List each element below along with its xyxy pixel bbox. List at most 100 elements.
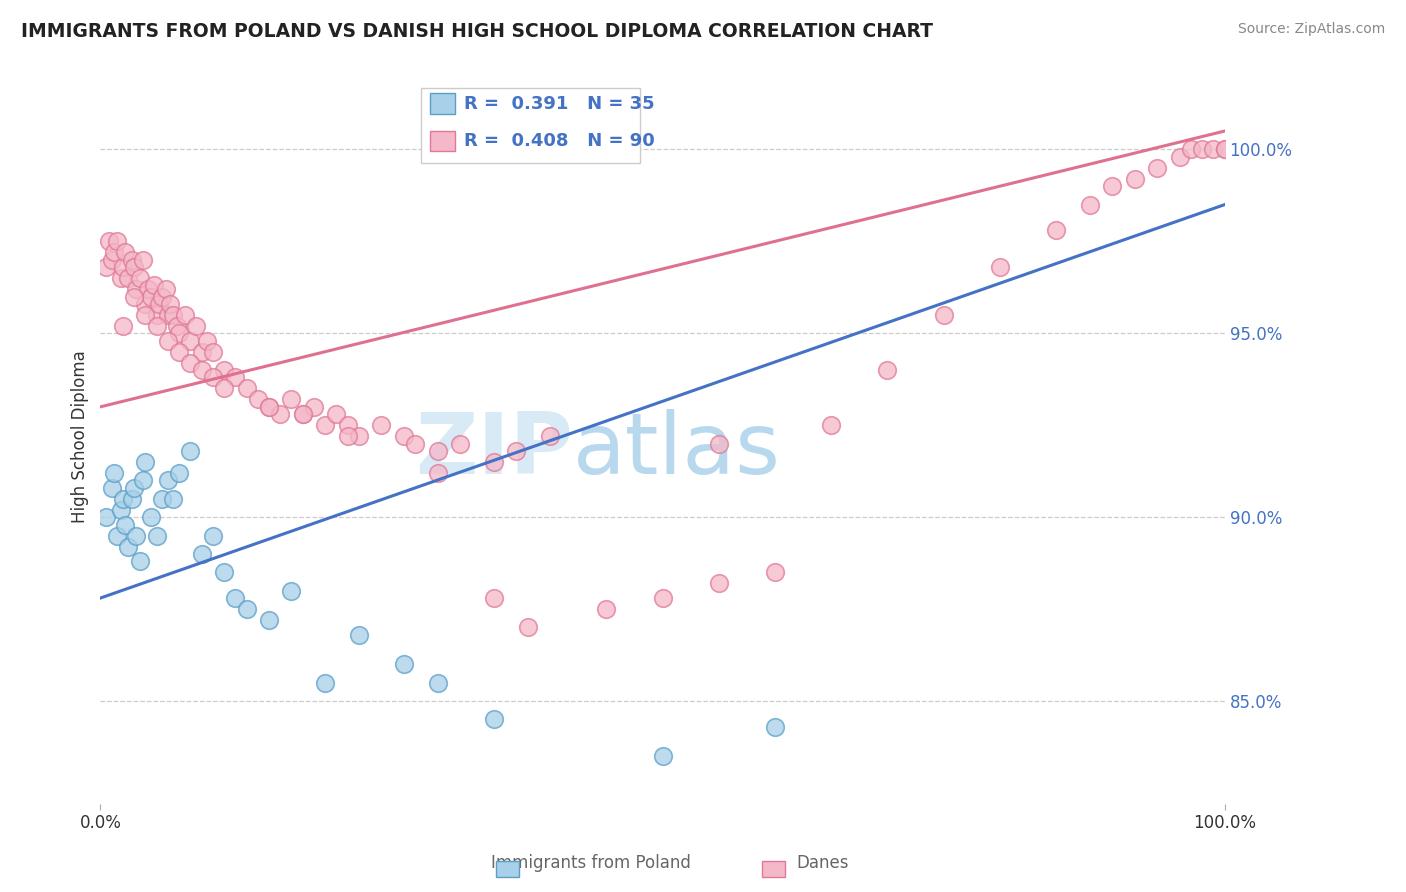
Point (1213, 143, 1236, 157)
Point (482, 713, 505, 727)
Point (156, 308, 179, 322)
Point (246, 392, 269, 407)
Point (212, 381, 235, 395)
Bar (430, 131, 454, 152)
Point (114, 517, 136, 532)
Point (707, 576, 730, 591)
Point (280, 392, 302, 407)
Point (347, 628, 370, 642)
Point (932, 308, 955, 322)
Point (347, 429, 370, 443)
Point (103, 466, 125, 480)
Point (150, 491, 173, 506)
Point (1213, 143, 1236, 157)
Point (162, 491, 184, 506)
Point (516, 620, 538, 634)
Point (159, 297, 181, 311)
Point (201, 528, 224, 542)
Point (763, 566, 786, 580)
Point (134, 308, 156, 322)
Point (148, 297, 170, 311)
Point (114, 245, 136, 260)
Point (190, 344, 212, 359)
Point (122, 481, 145, 495)
Point (105, 235, 128, 249)
Text: Immigrants from Poland: Immigrants from Poland (491, 855, 690, 872)
Point (162, 308, 184, 322)
Point (156, 474, 179, 488)
Point (201, 344, 224, 359)
Point (505, 444, 527, 458)
Point (111, 260, 134, 274)
Point (257, 400, 280, 414)
Point (820, 418, 842, 433)
Point (482, 591, 505, 605)
Bar (430, 94, 454, 114)
Point (1191, 143, 1213, 157)
Point (404, 436, 426, 450)
Point (128, 554, 150, 568)
Point (190, 547, 212, 561)
Point (167, 344, 190, 359)
Text: Danes: Danes (796, 855, 849, 872)
Point (184, 318, 207, 333)
Point (100, 252, 122, 267)
Point (125, 282, 148, 296)
Point (651, 591, 673, 605)
Point (201, 370, 224, 384)
Point (155, 282, 177, 296)
Point (370, 418, 392, 433)
Point (325, 407, 347, 421)
Point (1101, 179, 1123, 194)
Point (190, 363, 212, 377)
Point (167, 466, 190, 480)
Point (111, 491, 134, 506)
Point (392, 657, 415, 672)
Point (212, 363, 235, 377)
Point (125, 528, 148, 542)
Point (111, 318, 134, 333)
Point (257, 613, 280, 627)
Point (336, 429, 359, 443)
Point (122, 289, 145, 303)
Point (128, 271, 150, 285)
Point (134, 297, 156, 311)
Point (117, 271, 139, 285)
Point (392, 429, 415, 443)
Point (426, 466, 449, 480)
Point (94, 260, 117, 274)
Point (110, 503, 132, 517)
Point (1168, 150, 1191, 164)
Point (110, 271, 132, 285)
Point (195, 334, 218, 348)
Point (145, 318, 167, 333)
Point (302, 400, 325, 414)
Text: R =  0.408   N = 90: R = 0.408 N = 90 (464, 132, 654, 150)
Point (1146, 161, 1168, 175)
Point (121, 491, 143, 506)
Point (707, 436, 730, 450)
Point (103, 245, 125, 260)
Point (336, 418, 359, 433)
Point (167, 326, 190, 341)
Text: R =  0.391   N = 35: R = 0.391 N = 35 (464, 95, 654, 112)
Point (269, 407, 291, 421)
Point (595, 602, 617, 616)
Text: ZIP: ZIP (415, 409, 572, 492)
Point (426, 444, 449, 458)
Point (212, 566, 235, 580)
Point (314, 418, 336, 433)
Point (132, 474, 155, 488)
Y-axis label: High School Diploma: High School Diploma (72, 350, 89, 523)
Point (257, 400, 280, 414)
Point (1045, 223, 1067, 237)
Point (482, 455, 505, 469)
FancyBboxPatch shape (420, 87, 640, 162)
Point (280, 583, 302, 598)
Point (143, 278, 166, 293)
Point (179, 444, 201, 458)
Point (173, 308, 195, 322)
Point (98, 235, 121, 249)
Point (122, 260, 145, 274)
Point (139, 289, 162, 303)
